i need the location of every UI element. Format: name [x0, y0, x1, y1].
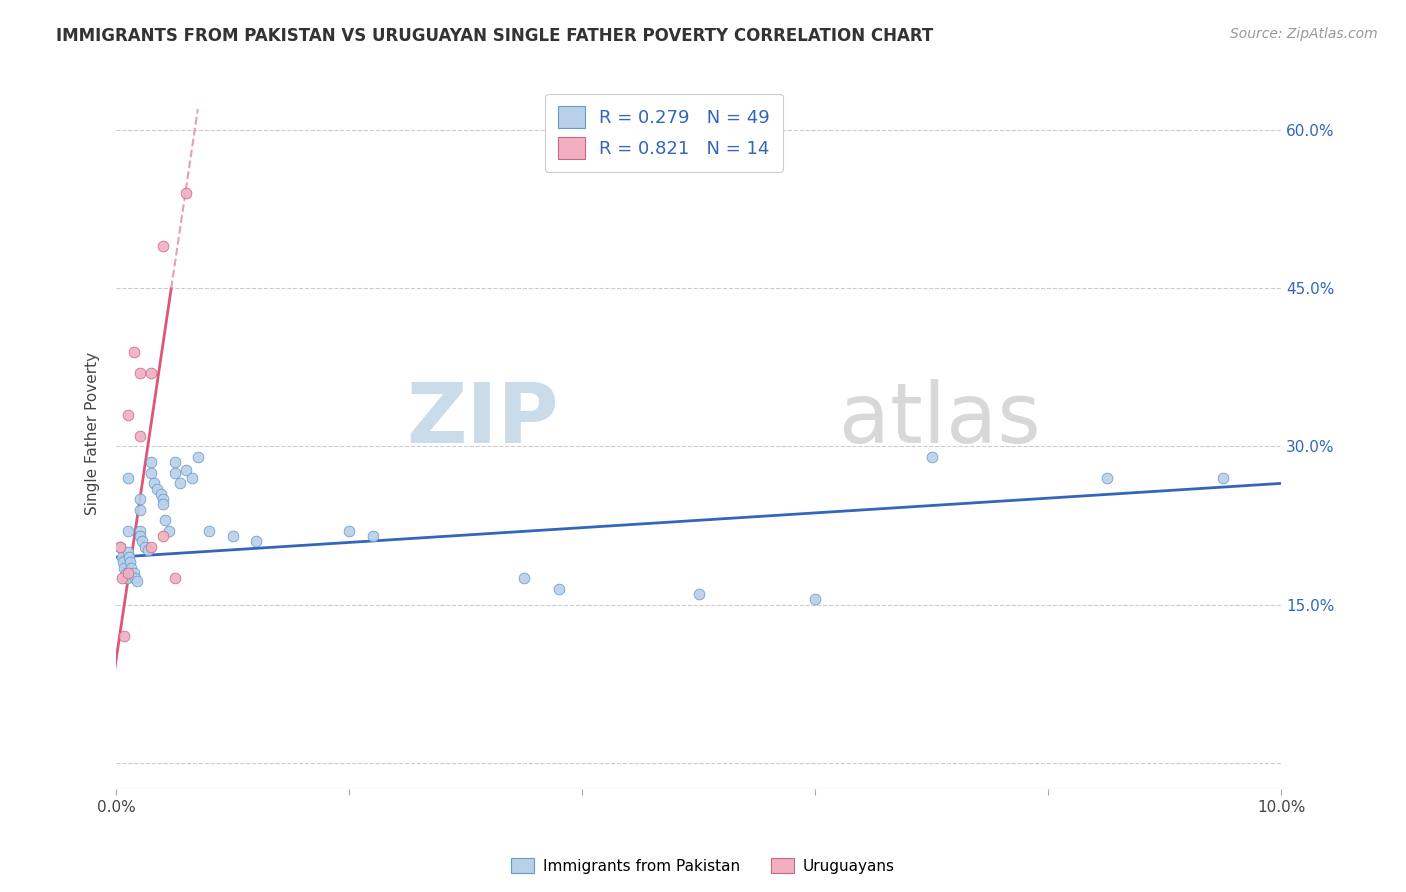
Point [108, 540, 131, 554]
Text: IMMIGRANTS FROM PAKISTAN VS URUGUAYAN SINGLE FATHER POVERTY CORRELATION CHART: IMMIGRANTS FROM PAKISTAN VS URUGUAYAN SI… [56, 27, 934, 45]
Point [163, 571, 186, 585]
Point [187, 450, 209, 464]
Text: Source: ZipAtlas.com: Source: ZipAtlas.com [1230, 27, 1378, 41]
Point [152, 492, 174, 507]
Text: ZIP: ZIP [406, 378, 560, 459]
Point [157, 524, 180, 538]
Point [124, 571, 146, 585]
Point [112, 556, 135, 570]
Point [1212, 471, 1234, 485]
Point [122, 344, 145, 359]
Point [114, 566, 136, 580]
Point [163, 466, 186, 480]
Point [120, 560, 142, 574]
Point [117, 408, 139, 422]
Point [117, 545, 139, 559]
Point [112, 560, 135, 574]
Point [118, 550, 141, 565]
Point [921, 450, 943, 464]
Point [128, 524, 150, 538]
Point [115, 571, 138, 585]
Point [128, 502, 150, 516]
Point [198, 524, 221, 538]
Point [141, 540, 163, 554]
Point [152, 239, 174, 253]
Point [111, 571, 134, 585]
Point [128, 366, 150, 380]
Point [337, 524, 360, 538]
Point [548, 582, 571, 596]
Y-axis label: Single Father Poverty: Single Father Poverty [86, 351, 100, 515]
Point [141, 366, 163, 380]
Legend: Immigrants from Pakistan, Uruguayans: Immigrants from Pakistan, Uruguayans [505, 852, 901, 880]
Point [169, 476, 191, 491]
Point [174, 463, 197, 477]
Point [142, 476, 165, 491]
Point [134, 540, 156, 554]
Point [361, 529, 384, 543]
Point [688, 587, 710, 601]
Point [117, 566, 139, 580]
Point [120, 556, 142, 570]
Point [117, 471, 139, 485]
Legend: R = 0.279   N = 49, R = 0.821   N = 14: R = 0.279 N = 49, R = 0.821 N = 14 [546, 94, 783, 172]
Point [112, 629, 135, 643]
Point [152, 529, 174, 543]
Point [155, 513, 177, 527]
Point [131, 534, 153, 549]
Point [127, 574, 149, 589]
Point [513, 571, 536, 585]
Point [108, 540, 131, 554]
Point [174, 186, 197, 201]
Point [141, 466, 163, 480]
Point [804, 592, 827, 607]
Text: atlas: atlas [838, 378, 1040, 459]
Point [163, 455, 186, 469]
Point [149, 487, 172, 501]
Point [128, 529, 150, 543]
Point [128, 492, 150, 507]
Point [152, 498, 174, 512]
Point [117, 524, 139, 538]
Point [222, 529, 245, 543]
Point [146, 482, 169, 496]
Point [128, 429, 150, 443]
Point [245, 534, 267, 549]
Point [1095, 471, 1118, 485]
Point [122, 566, 145, 580]
Point [141, 455, 163, 469]
Point [181, 471, 204, 485]
Point [136, 542, 159, 557]
Point [111, 550, 134, 565]
